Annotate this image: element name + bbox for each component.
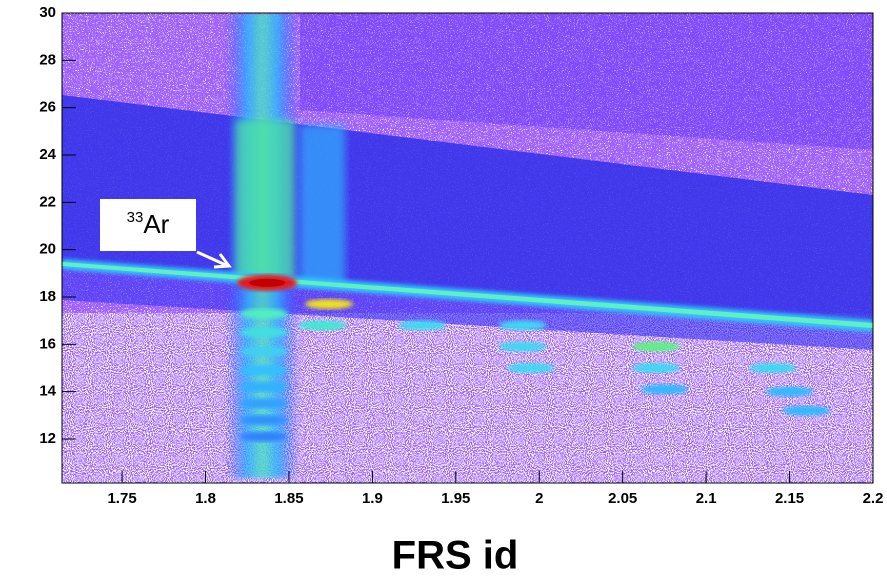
cluster bbox=[506, 362, 555, 373]
y-tick-label: 22 bbox=[39, 193, 56, 210]
cluster bbox=[239, 415, 288, 426]
plot-frame bbox=[61, 12, 874, 484]
cluster bbox=[239, 431, 288, 442]
x-tick-label: 2.1 bbox=[696, 490, 717, 507]
cluster bbox=[498, 320, 547, 331]
element: Ar bbox=[143, 209, 169, 239]
cluster bbox=[632, 362, 681, 373]
y-tick-label: 20 bbox=[39, 241, 56, 258]
cluster bbox=[782, 405, 831, 416]
cluster bbox=[632, 341, 681, 352]
annotation-arrow bbox=[196, 250, 232, 269]
x-tick-label: 2.15 bbox=[775, 490, 804, 507]
x-tick-label: 2 bbox=[535, 490, 543, 507]
data-layer bbox=[237, 274, 831, 442]
x-tick-label: 2.2 bbox=[863, 490, 884, 507]
cluster bbox=[239, 327, 288, 338]
y-tick-label: 30 bbox=[39, 4, 56, 21]
cluster bbox=[239, 398, 288, 409]
x-tick-label: 1.95 bbox=[441, 490, 470, 507]
cluster bbox=[498, 341, 547, 352]
y-tick-label: 16 bbox=[39, 335, 56, 352]
cluster bbox=[239, 308, 288, 319]
cluster bbox=[298, 320, 347, 331]
cluster bbox=[304, 299, 353, 310]
axes: 1.75 1.8 1.85 1.9 1.95 2 2.05 2.1 2.15 2.2 12 14 16 1… bbox=[39, 4, 883, 507]
cluster bbox=[239, 346, 288, 357]
annotation: 33Ar bbox=[127, 209, 170, 239]
x-tick-label: 1.75 bbox=[107, 490, 136, 507]
x-tick-label: 1.85 bbox=[274, 490, 303, 507]
cluster bbox=[239, 381, 288, 392]
annotation-box bbox=[100, 199, 196, 251]
cluster bbox=[239, 365, 288, 376]
mass-number: 33 bbox=[127, 209, 144, 226]
y-tick-label: 24 bbox=[39, 146, 56, 163]
y-tick-label: 14 bbox=[39, 383, 56, 400]
cluster bbox=[765, 386, 814, 397]
y-tick-label: 18 bbox=[39, 288, 56, 305]
x-axis-title: FRS id bbox=[392, 534, 519, 578]
y-tick-label: 28 bbox=[39, 51, 56, 68]
x-tick-label: 1.8 bbox=[195, 490, 216, 507]
cluster-core bbox=[249, 278, 286, 287]
y-tick-label: 26 bbox=[39, 99, 56, 116]
cluster bbox=[398, 320, 447, 331]
cluster bbox=[640, 384, 689, 395]
cluster bbox=[748, 362, 797, 373]
x-tick-label: 2.05 bbox=[608, 490, 637, 507]
x-tick-label: 1.9 bbox=[362, 490, 383, 507]
y-tick-label: 12 bbox=[39, 430, 56, 447]
